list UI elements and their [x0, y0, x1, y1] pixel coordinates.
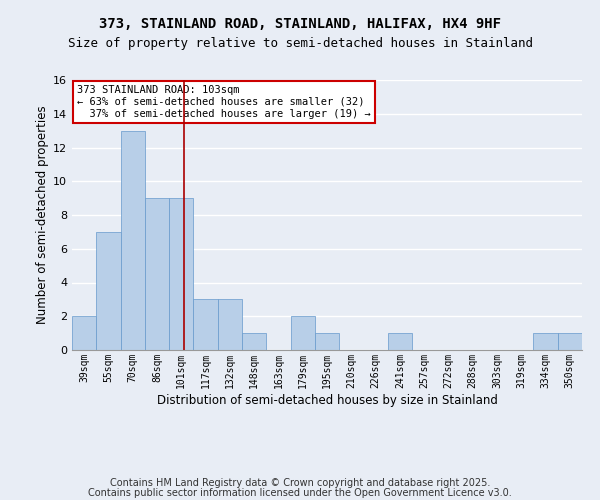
- Bar: [388, 333, 412, 350]
- Bar: [533, 333, 558, 350]
- Bar: [96, 232, 121, 350]
- Text: 373 STAINLAND ROAD: 103sqm
← 63% of semi-detached houses are smaller (32)
  37% : 373 STAINLAND ROAD: 103sqm ← 63% of semi…: [77, 86, 371, 118]
- Bar: [315, 333, 339, 350]
- Bar: [290, 316, 315, 350]
- Bar: [558, 333, 582, 350]
- Text: Contains public sector information licensed under the Open Government Licence v3: Contains public sector information licen…: [88, 488, 512, 498]
- Bar: [193, 300, 218, 350]
- Text: Contains HM Land Registry data © Crown copyright and database right 2025.: Contains HM Land Registry data © Crown c…: [110, 478, 490, 488]
- Text: 373, STAINLAND ROAD, STAINLAND, HALIFAX, HX4 9HF: 373, STAINLAND ROAD, STAINLAND, HALIFAX,…: [99, 18, 501, 32]
- Bar: [169, 198, 193, 350]
- Bar: [72, 316, 96, 350]
- X-axis label: Distribution of semi-detached houses by size in Stainland: Distribution of semi-detached houses by …: [157, 394, 497, 406]
- Bar: [218, 300, 242, 350]
- Y-axis label: Number of semi-detached properties: Number of semi-detached properties: [36, 106, 49, 324]
- Bar: [145, 198, 169, 350]
- Bar: [121, 130, 145, 350]
- Bar: [242, 333, 266, 350]
- Text: Size of property relative to semi-detached houses in Stainland: Size of property relative to semi-detach…: [67, 38, 533, 51]
